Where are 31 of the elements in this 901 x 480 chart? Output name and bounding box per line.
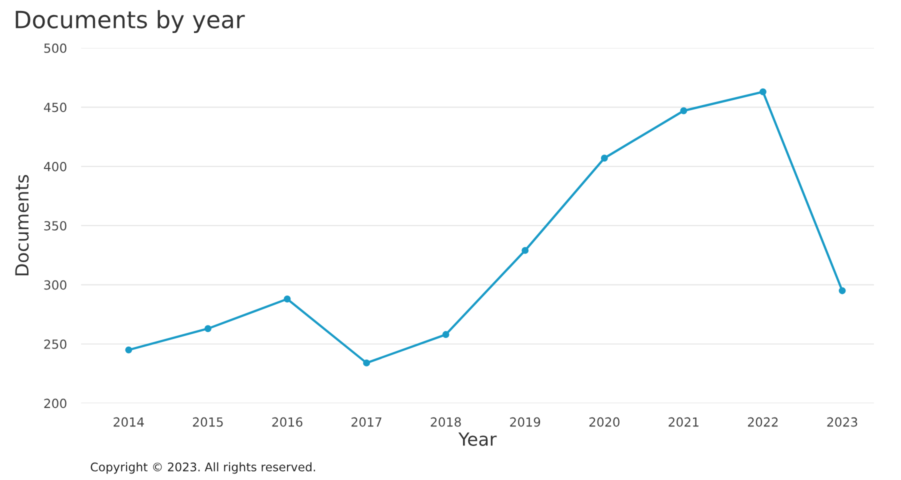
point <box>204 325 212 332</box>
y-tick-label: 400 <box>44 162 66 172</box>
point <box>442 331 450 338</box>
point <box>759 88 766 96</box>
y-tick-label: 500 <box>44 43 66 53</box>
text: Copyright © 2023. All rights reserved. <box>90 462 316 474</box>
x-tick-label: 2023 <box>827 417 858 427</box>
x-tick-label: 2016 <box>272 417 302 427</box>
x-tick-label: 2020 <box>589 417 620 427</box>
x-axis-title: Year <box>458 432 497 446</box>
y-tick-label: 450 <box>44 102 66 112</box>
point <box>600 154 608 162</box>
x-tick-label: 2014 <box>114 417 144 427</box>
point <box>363 359 370 366</box>
point <box>522 246 529 254</box>
x-tick-label: 2019 <box>510 417 540 427</box>
y-tick-label: 200 <box>44 398 66 408</box>
point <box>680 107 688 114</box>
y-tick-label: 350 <box>44 221 66 231</box>
x-tick-label: 2018 <box>430 417 461 427</box>
y-tick-label: 300 <box>44 280 66 290</box>
point <box>125 346 132 354</box>
x-tick-label: 2022 <box>748 417 778 427</box>
point <box>284 296 291 302</box>
x-tick-label: 2021 <box>668 417 698 427</box>
x-tick-label: 2017 <box>352 417 382 427</box>
y-axis-title: Documents <box>15 175 29 276</box>
x-tick-label: 2015 <box>192 417 223 427</box>
point <box>838 287 846 294</box>
y-tick-label: 250 <box>44 339 66 349</box>
chart-title: Documents by year <box>16 10 245 34</box>
